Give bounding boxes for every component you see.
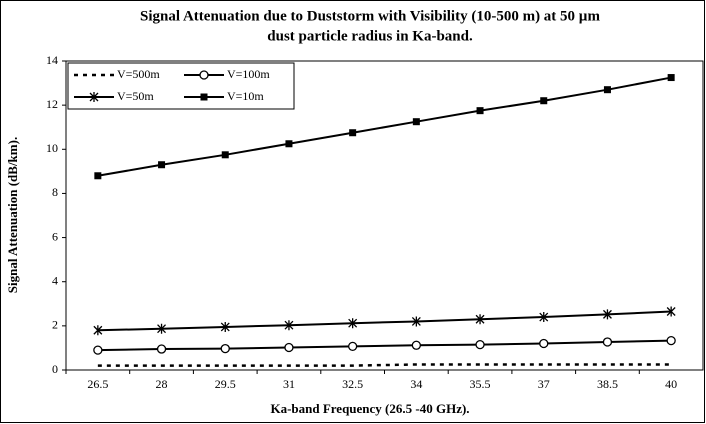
y-axis-label: Signal Attenuation (dB/km). [5,137,20,293]
x-tick-label: 34 [410,377,422,391]
marker [475,339,485,350]
y-tick-label: 6 [52,229,58,243]
y-tick-label: 2 [52,318,58,332]
marker [93,325,103,336]
x-tick-label: 35.5 [470,377,491,391]
marker [412,118,420,126]
series-line [97,339,672,352]
marker [221,151,229,159]
marker [199,70,209,80]
y-tick-label: 10 [46,141,58,155]
marker [347,341,358,352]
chart-title: dust particle radius in Ka-band. [267,28,473,44]
x-tick-label: 29.5 [215,377,236,391]
marker [539,338,549,349]
y-tick-label: 12 [46,97,58,111]
marker [349,129,357,137]
y-tick-label: 8 [52,185,58,199]
marker [285,140,293,148]
legend-label: V=100m [227,67,270,81]
marker [666,306,676,317]
marker [411,340,422,350]
y-tick-label: 14 [46,53,58,67]
legend-label: V=50m [117,89,154,103]
x-tick-label: 28 [156,377,168,391]
marker [475,314,485,325]
x-tick-label: 37 [538,377,550,391]
legend-label: V=10m [227,89,264,103]
marker [158,161,166,169]
marker [602,337,613,347]
y-tick-label: 0 [52,362,58,376]
marker [539,312,549,323]
y-tick-label: 4 [52,273,58,287]
series-line [97,310,672,332]
x-tick-label: 40 [665,377,677,391]
marker [348,318,358,329]
legend-label: V=500m [117,67,160,81]
marker [220,321,230,332]
marker [540,97,548,105]
marker [89,92,99,102]
x-tick-label: 31 [283,377,295,391]
marker [200,93,208,101]
marker [602,309,612,320]
x-tick-label: 32.5 [342,377,363,391]
marker [156,344,167,354]
marker [157,323,167,334]
marker [284,320,294,331]
marker [284,342,294,353]
marker [93,345,103,355]
marker [603,86,611,94]
series-line [97,363,672,367]
marker [220,343,230,354]
x-axis-label: Ka-band Frequency (26.5 -40 GHz). [270,401,469,416]
x-tick-label: 38.5 [597,377,618,391]
marker [476,107,484,115]
legend-box [67,62,295,110]
chart-title: Signal Attenuation due to Duststorm with… [140,8,600,24]
marker [667,74,675,82]
x-tick-label: 26.5 [87,377,108,391]
marker [94,172,102,180]
marker [411,316,421,327]
marker [666,335,676,346]
series-line [97,76,672,177]
